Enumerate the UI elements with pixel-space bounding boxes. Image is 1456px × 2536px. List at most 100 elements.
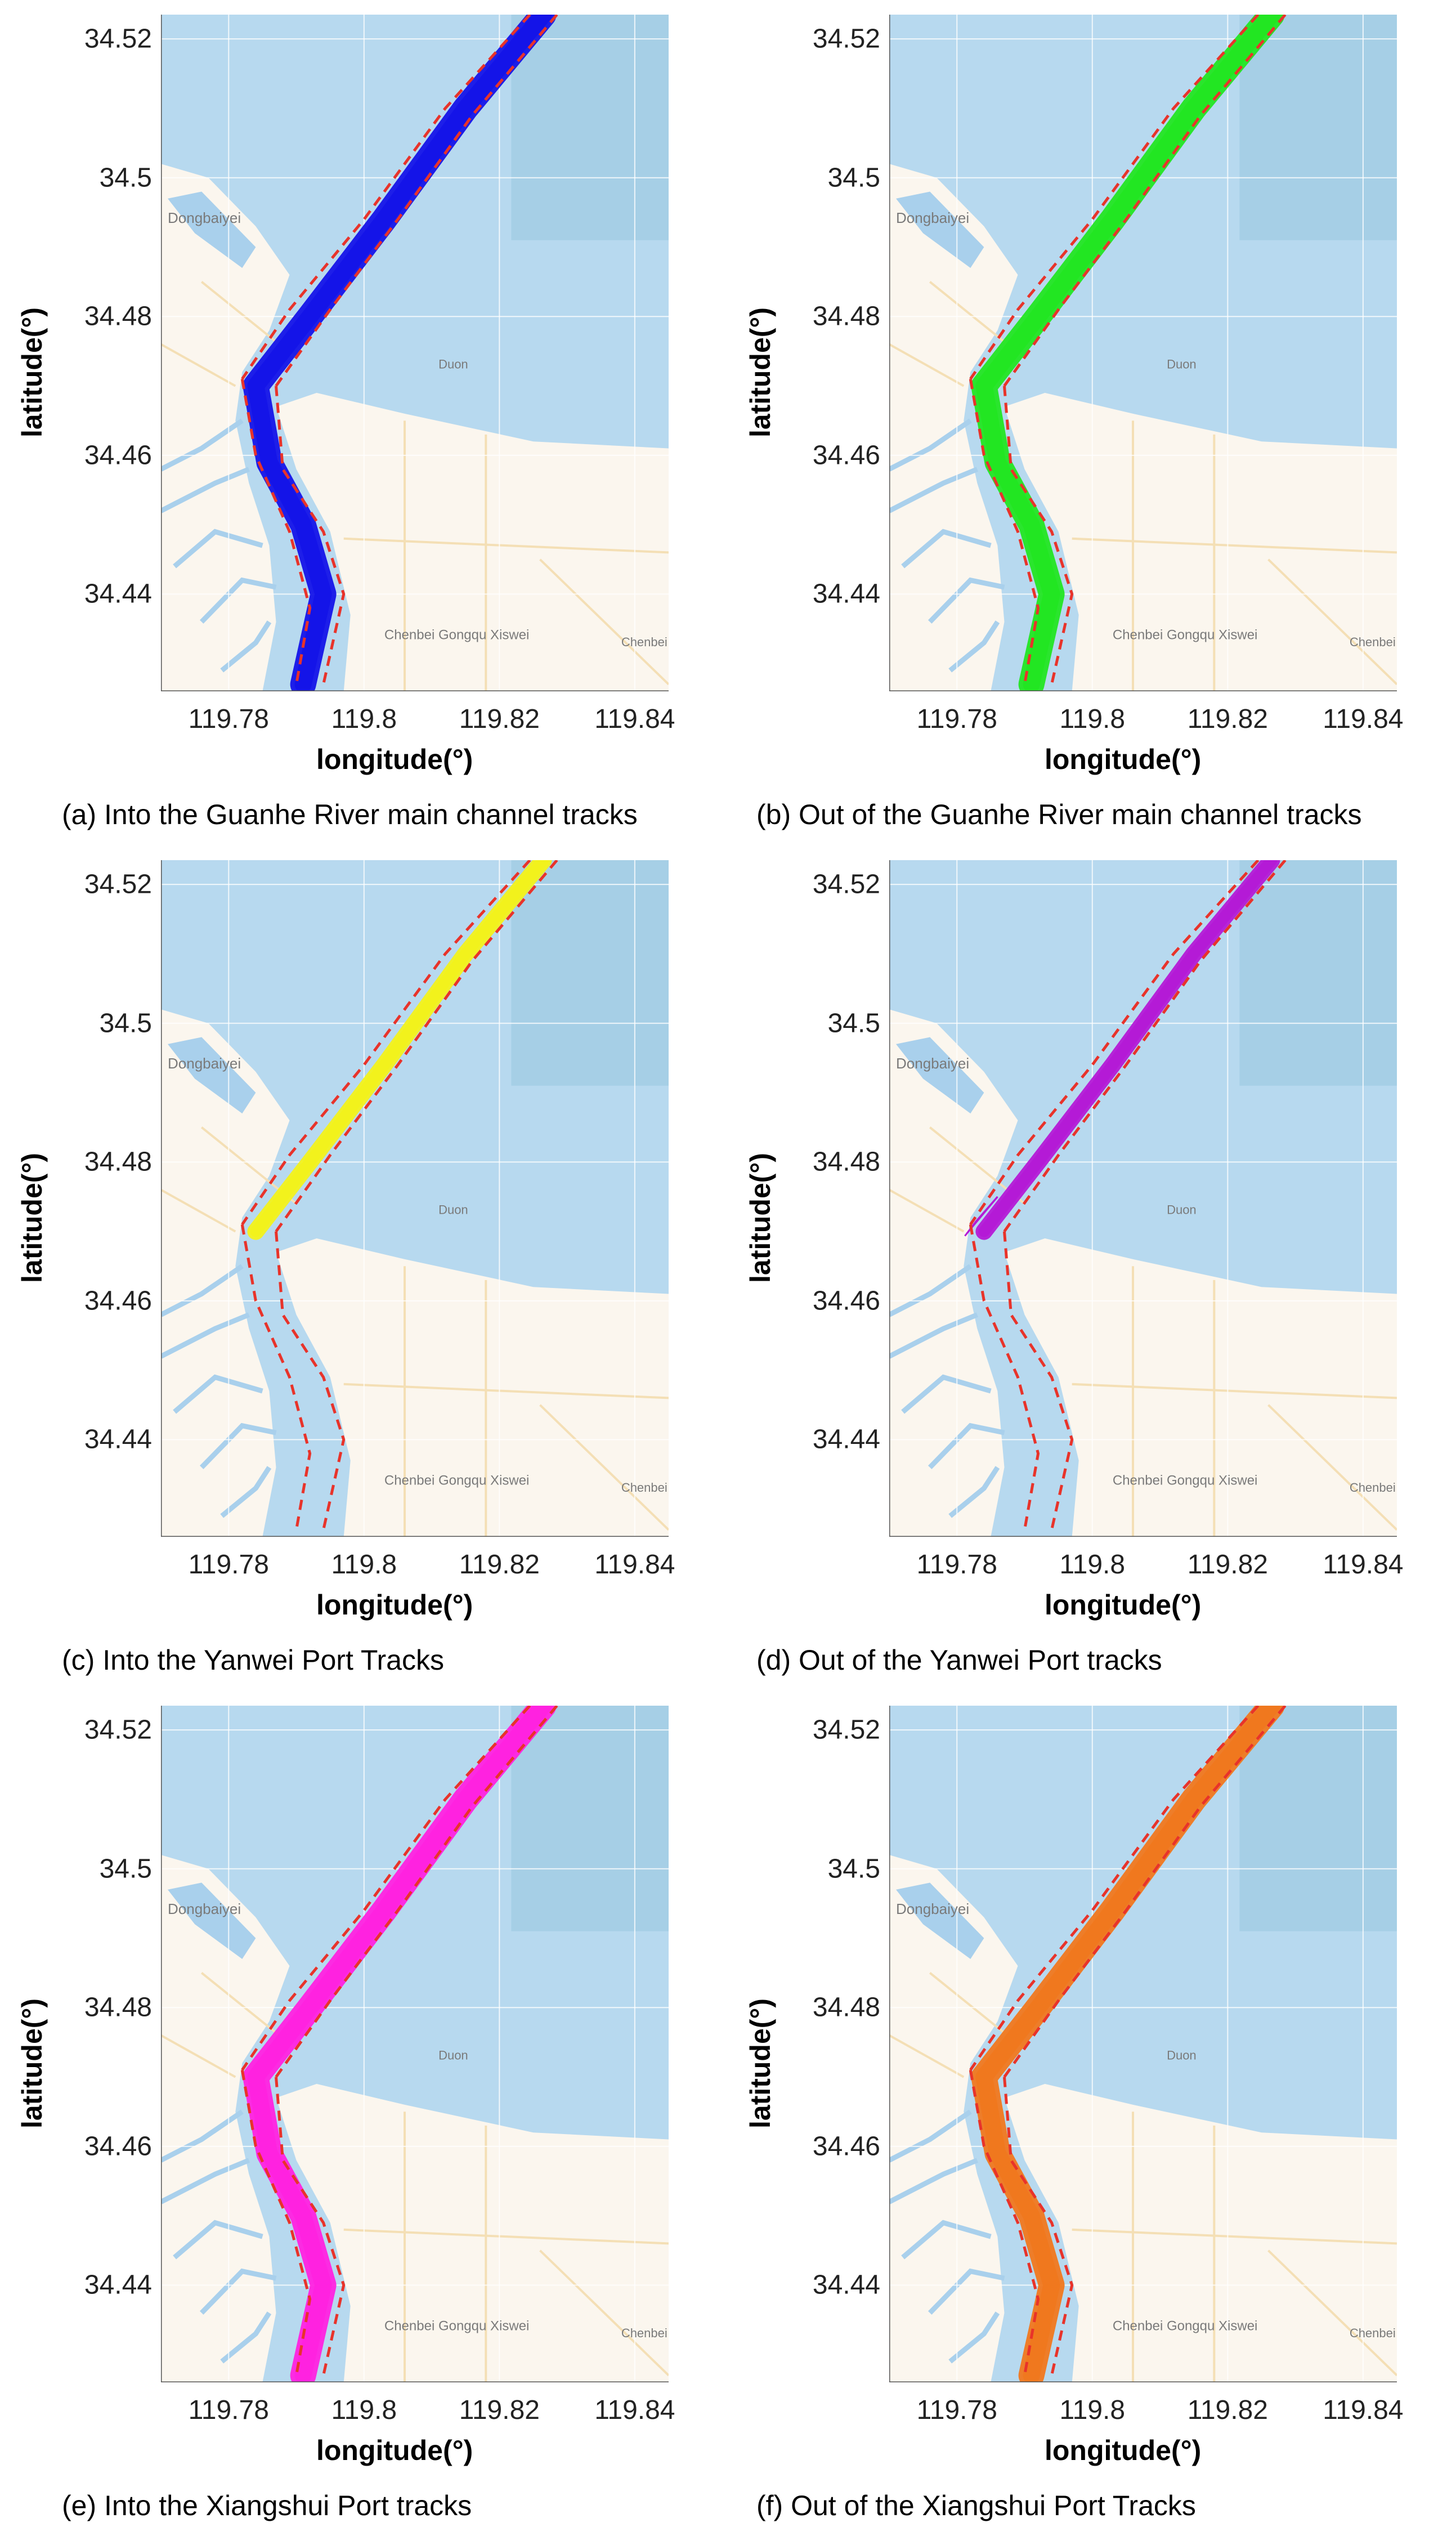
canal-2 <box>889 1312 979 1359</box>
place-label-chenbei_short: Chenbei Gor <box>621 635 669 649</box>
track-fan-line-7 <box>974 1196 998 1223</box>
y-tick-label: 34.5 <box>827 1008 880 1039</box>
channel-boundary-3 <box>240 2069 312 2376</box>
x-tick-label: 119.84 <box>594 1550 675 1580</box>
y-tick-label: 34.5 <box>99 163 152 193</box>
canal-4 <box>199 1423 277 1469</box>
road-3 <box>1072 537 1397 554</box>
y-axis-title: latitude(°) <box>16 1152 48 1283</box>
channel-boundary-4 <box>275 1231 346 1531</box>
road-3 <box>343 1383 669 1399</box>
place-label-dongbaiwei: Dongbaiyei <box>896 1055 969 1072</box>
y-tick-label: 34.52 <box>812 869 880 900</box>
road-5 <box>539 1404 669 1531</box>
canal-4 <box>928 577 1005 624</box>
y-tick-label: 34.5 <box>827 1854 880 1884</box>
x-tick-label: 119.78 <box>916 2395 997 2425</box>
channel-boundary-2 <box>275 1706 558 2078</box>
canal-2 <box>889 467 979 513</box>
y-tick-label: 34.5 <box>827 163 880 193</box>
x-tick-label: 119.82 <box>459 1550 540 1580</box>
west-shore-land <box>889 1009 1018 1537</box>
vessel-track-core <box>247 1706 552 2382</box>
channel-boundary-3 <box>969 378 1040 685</box>
y-axis-title: latitude(°) <box>16 1998 48 2128</box>
place-label-chenbei_short: Chenbei Gor <box>621 1481 669 1495</box>
canal-5 <box>948 620 1000 673</box>
x-axis-title: longitude(°) <box>1045 744 1202 775</box>
panel-caption: (a) Into the Guanhe River main channel t… <box>62 799 638 830</box>
deep-water-zone <box>511 15 669 240</box>
map-plot: Dongbaiyei Duon Chenbei Gongqu Xiswei Chenb… <box>161 860 669 1537</box>
y-tick-label: 34.46 <box>812 2131 880 2162</box>
vessel-track-core <box>975 1706 1280 2382</box>
map-plot: Dongbaiyei Duon Chenbei Gongqu Xiswei Chenb… <box>889 860 1397 1537</box>
map-plot: Dongbaiyei Duon Chenbei Gongqu Xiswei Chenb… <box>161 1706 669 2382</box>
y-tick-label: 34.46 <box>812 1286 880 1316</box>
canal-4 <box>928 2268 1005 2315</box>
x-tick-label: 119.82 <box>1187 2395 1268 2425</box>
place-label-duon: Duon <box>1167 357 1197 372</box>
channel-boundary-3 <box>969 2069 1040 2376</box>
place-label-chenbei: Chenbei Gongqu Xiswei <box>1113 628 1257 643</box>
y-tick-label: 34.52 <box>84 869 152 900</box>
y-tick-label: 34.44 <box>84 2270 152 2300</box>
canal-2 <box>161 2158 250 2204</box>
channel-boundary-4 <box>1003 1231 1074 1531</box>
place-label-duon: Duon <box>438 2049 468 2063</box>
channel-boundary-4 <box>1003 386 1074 685</box>
x-tick-label: 119.8 <box>331 704 397 734</box>
south-shore-land <box>276 392 669 691</box>
map-panel-f: Dongbaiyei Duon Chenbei Gongqu Xiswei Chenb… <box>728 1691 1456 2535</box>
place-label-chenbei: Chenbei Gongqu Xiswei <box>1113 1473 1257 1488</box>
place-label-duon: Duon <box>438 357 468 372</box>
y-tick-label: 34.44 <box>812 579 880 609</box>
harbour-basin <box>168 1882 256 1959</box>
channel-boundary-2 <box>275 860 558 1233</box>
canal-3 <box>173 2220 263 2260</box>
place-label-duon: Duon <box>1167 1203 1197 1217</box>
channel-boundary-2 <box>1003 1706 1287 2078</box>
map-plot: Dongbaiyei Duon Chenbei Gongqu Xiswei Chenb… <box>889 15 1397 691</box>
place-label-dongbaiwei: Dongbaiyei <box>896 1900 969 1917</box>
harbour-basin <box>896 191 984 268</box>
y-axis-title: latitude(°) <box>16 307 48 437</box>
map-panel-e: Dongbaiyei Duon Chenbei Gongqu Xiswei Chenb… <box>0 1691 728 2535</box>
canal-3 <box>901 1374 992 1414</box>
y-tick-label: 34.52 <box>84 1715 152 1745</box>
x-tick-label: 119.82 <box>1187 704 1268 734</box>
x-axis-title: longitude(°) <box>316 2435 473 2466</box>
canal-2 <box>161 1312 250 1359</box>
road-5 <box>539 2249 669 2377</box>
channel-boundary-2 <box>1003 15 1287 387</box>
y-tick-label: 34.48 <box>84 301 152 332</box>
y-tick-label: 34.48 <box>84 1147 152 1177</box>
deep-water-zone <box>1239 15 1397 240</box>
x-tick-label: 119.82 <box>459 2395 540 2425</box>
road-3 <box>343 2228 669 2245</box>
x-tick-label: 119.84 <box>594 2395 675 2425</box>
y-tick-label: 34.46 <box>84 2131 152 2162</box>
road-6 <box>161 2034 236 2078</box>
y-tick-label: 34.46 <box>84 440 152 471</box>
map-panel-b: Dongbaiyei Duon Chenbei Gongqu Xiswei Chenb… <box>728 0 1456 844</box>
y-axis-title: latitude(°) <box>745 1998 776 2128</box>
channel-boundary-2 <box>1003 860 1287 1233</box>
channel-boundary-1 <box>969 15 1260 380</box>
x-tick-label: 119.8 <box>1059 704 1126 734</box>
west-shore-land <box>161 1855 290 2382</box>
west-shore-land <box>161 1009 290 1537</box>
place-label-dongbaiwei: Dongbaiyei <box>896 209 969 226</box>
south-shore-land <box>276 1238 669 1537</box>
canal-5 <box>220 620 272 673</box>
channel-boundary-1 <box>241 15 531 380</box>
map-panel-a: Dongbaiyei Duon Chenbei Gongqu Xiswei Chenb… <box>0 0 728 844</box>
place-label-chenbei: Chenbei Gongqu Xiswei <box>384 2319 530 2334</box>
y-tick-label: 34.5 <box>99 1008 152 1039</box>
map-plot: Dongbaiyei Duon Chenbei Gongqu Xiswei Chenb… <box>889 1706 1397 2382</box>
x-tick-label: 119.84 <box>1323 704 1404 734</box>
x-tick-label: 119.78 <box>188 704 269 734</box>
x-axis-title: longitude(°) <box>1045 2435 1202 2466</box>
place-label-dongbaiwei: Dongbaiyei <box>168 1055 241 1072</box>
road-6 <box>889 343 965 387</box>
